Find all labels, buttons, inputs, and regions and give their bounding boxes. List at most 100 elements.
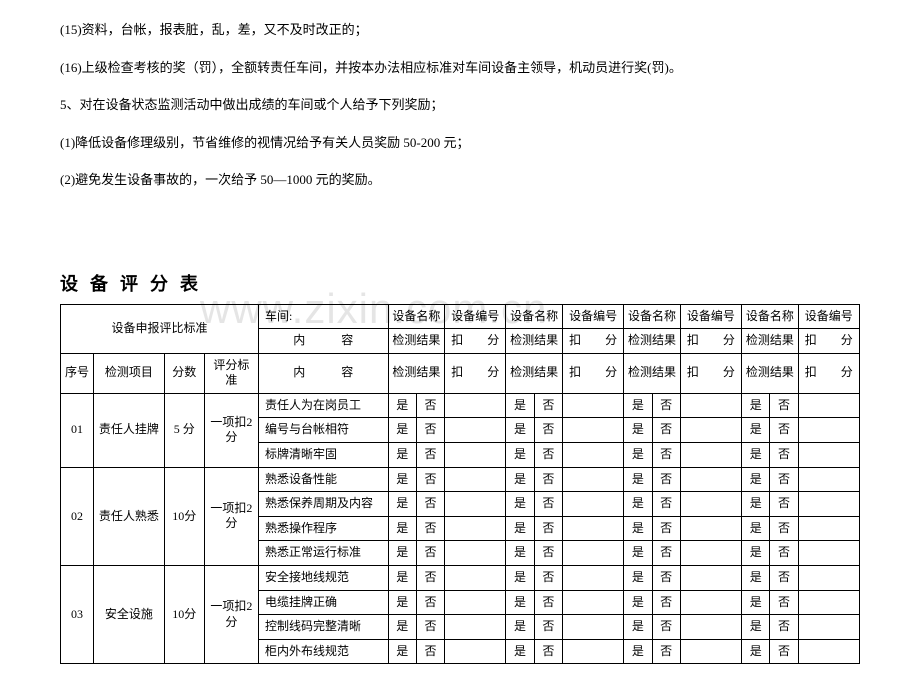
table-row: 03安全设施10分一项扣2 分安全接地线规范是否是否是否是否: [61, 566, 860, 591]
cell-yes: 是: [388, 418, 416, 443]
header-std-title: 设备申报评比标准: [61, 304, 259, 353]
cell-yes: 是: [506, 566, 534, 591]
header-deduct: 扣 分: [680, 329, 741, 354]
header-dev-name: 设备名称: [624, 304, 681, 329]
cell-yes: 是: [742, 541, 770, 566]
cell-yes: 是: [506, 516, 534, 541]
cell-deduct: [680, 615, 741, 640]
cell-no: 否: [534, 492, 562, 517]
cell-no: 否: [770, 615, 798, 640]
header-deduct: 扣 分: [798, 329, 859, 354]
cell-content: 标牌清晰牢固: [258, 443, 388, 468]
cell-yes: 是: [624, 566, 652, 591]
col-result: 检测结果: [506, 353, 563, 393]
cell-deduct: [798, 566, 859, 591]
cell-no: 否: [770, 590, 798, 615]
cell-yes: 是: [506, 443, 534, 468]
cell-yes: 是: [624, 393, 652, 418]
cell-yes: 是: [742, 492, 770, 517]
cell-no: 否: [416, 393, 444, 418]
header-result: 检测结果: [388, 329, 445, 354]
cell-deduct: [680, 418, 741, 443]
cell-deduct: [680, 516, 741, 541]
cell-deduct: [445, 467, 506, 492]
cell-item: 责任人熟悉: [93, 467, 164, 565]
cell-no: 否: [770, 639, 798, 664]
cell-no: 否: [534, 566, 562, 591]
cell-deduct: [445, 590, 506, 615]
cell-score: 10分: [164, 566, 204, 664]
cell-yes: 是: [506, 492, 534, 517]
cell-no: 否: [534, 590, 562, 615]
col-deduct: 扣 分: [445, 353, 506, 393]
cell-no: 否: [416, 516, 444, 541]
cell-deduct: [562, 590, 623, 615]
table-row: 01责任人挂牌5 分一项扣2 分责任人为在岗员工是否是否是否是否: [61, 393, 860, 418]
cell-no: 否: [534, 639, 562, 664]
header-result: 检测结果: [624, 329, 681, 354]
cell-yes: 是: [388, 541, 416, 566]
cell-deduct: [445, 516, 506, 541]
cell-deduct: [680, 566, 741, 591]
cell-yes: 是: [624, 467, 652, 492]
col-result: 检测结果: [388, 353, 445, 393]
cell-score: 10分: [164, 467, 204, 565]
cell-no: 否: [770, 566, 798, 591]
paragraph-15: (15)资料，台帐，报表脏，乱，差，又不及时改正的；: [60, 20, 860, 40]
cell-seq: 01: [61, 393, 94, 467]
col-seq: 序号: [61, 353, 94, 393]
cell-deduct: [680, 590, 741, 615]
table-header-row-1: 设备申报评比标准车间:设备名称设备编号设备名称设备编号设备名称设备编号设备名称设…: [61, 304, 860, 329]
cell-no: 否: [416, 418, 444, 443]
cell-content: 熟悉保养周期及内容: [258, 492, 388, 517]
col-deduct: 扣 分: [798, 353, 859, 393]
cell-deduct: [562, 516, 623, 541]
cell-yes: 是: [388, 615, 416, 640]
cell-no: 否: [770, 467, 798, 492]
cell-no: 否: [652, 566, 680, 591]
cell-yes: 是: [742, 393, 770, 418]
cell-deduct: [562, 492, 623, 517]
cell-no: 否: [770, 492, 798, 517]
cell-no: 否: [534, 516, 562, 541]
cell-no: 否: [534, 418, 562, 443]
cell-item: 责任人挂牌: [93, 393, 164, 467]
cell-yes: 是: [742, 566, 770, 591]
cell-yes: 是: [624, 639, 652, 664]
cell-deduct: [445, 566, 506, 591]
cell-yes: 是: [742, 615, 770, 640]
cell-deduct: [445, 443, 506, 468]
cell-yes: 是: [624, 492, 652, 517]
table-row: 02责任人熟悉10分一项扣2 分熟悉设备性能是否是否是否是否: [61, 467, 860, 492]
cell-content: 编号与台帐相符: [258, 418, 388, 443]
table-title: 设备评分表: [60, 270, 860, 296]
cell-deduct: [445, 615, 506, 640]
cell-yes: 是: [624, 443, 652, 468]
cell-no: 否: [652, 590, 680, 615]
cell-deduct: [798, 615, 859, 640]
cell-yes: 是: [388, 467, 416, 492]
cell-yes: 是: [742, 418, 770, 443]
col-result: 检测结果: [624, 353, 681, 393]
cell-seq: 02: [61, 467, 94, 565]
cell-no: 否: [652, 639, 680, 664]
cell-yes: 是: [624, 590, 652, 615]
cell-yes: 是: [742, 590, 770, 615]
cell-yes: 是: [388, 393, 416, 418]
cell-no: 否: [770, 541, 798, 566]
cell-yes: 是: [388, 566, 416, 591]
cell-deduct: [798, 418, 859, 443]
cell-no: 否: [652, 467, 680, 492]
col-deduct: 扣 分: [562, 353, 623, 393]
cell-std: 一项扣2 分: [204, 566, 258, 664]
cell-deduct: [680, 541, 741, 566]
cell-no: 否: [770, 443, 798, 468]
col-item: 检测项目: [93, 353, 164, 393]
cell-no: 否: [770, 393, 798, 418]
cell-deduct: [445, 639, 506, 664]
header-dev-name: 设备名称: [742, 304, 799, 329]
header-workshop: 车间:: [258, 304, 388, 329]
cell-deduct: [562, 418, 623, 443]
cell-yes: 是: [388, 492, 416, 517]
cell-yes: 是: [624, 418, 652, 443]
